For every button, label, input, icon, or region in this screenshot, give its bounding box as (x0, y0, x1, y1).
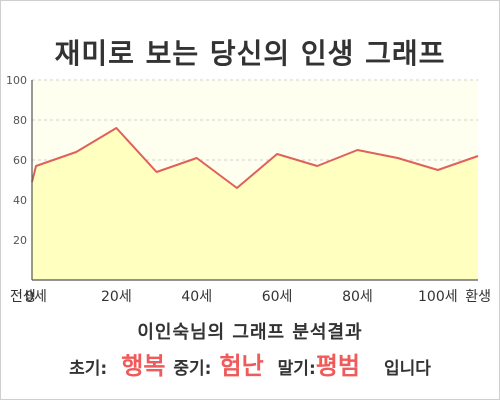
x-tick-label: 전생 (10, 289, 36, 305)
y-tick-label: 100 (6, 74, 27, 87)
area-fill (32, 128, 478, 280)
early-label: 초기: (69, 359, 108, 379)
chart-title: 재미로 보는 당신의 인생 그래프 (54, 37, 446, 70)
middle-label: 중기: (173, 359, 212, 379)
ending-text: 입니다 (383, 359, 431, 379)
x-tick-label: 환생 (465, 289, 491, 305)
x-tick-label: 80세 (342, 289, 373, 305)
result-heading: 이인숙님의 그래프 분석결과 (137, 322, 363, 343)
x-tick-label: 100세 (418, 289, 458, 305)
middle-value: 험난 (219, 352, 264, 380)
x-tick-label: 40세 (181, 289, 212, 305)
result-summary: 초기: 행복 중기: 험난 말기:평범 입니다 (0, 346, 500, 381)
early-value: 행복 (121, 352, 166, 380)
y-tick-labels: 20 40 60 80 100 (6, 74, 27, 247)
series-line (31, 127, 479, 189)
late-value: 평범 (315, 352, 360, 380)
x-tick-label: 20세 (101, 289, 132, 305)
x-tick-label: 0세 (25, 289, 47, 305)
axes (31, 80, 478, 281)
y-tick-label: 20 (13, 234, 27, 247)
y-tick-label: 40 (13, 194, 27, 207)
x-tick-label: 60세 (262, 289, 293, 305)
y-tick-label: 60 (13, 154, 27, 167)
y-tick-label: 80 (13, 114, 27, 127)
late-label: 말기: (277, 359, 316, 379)
